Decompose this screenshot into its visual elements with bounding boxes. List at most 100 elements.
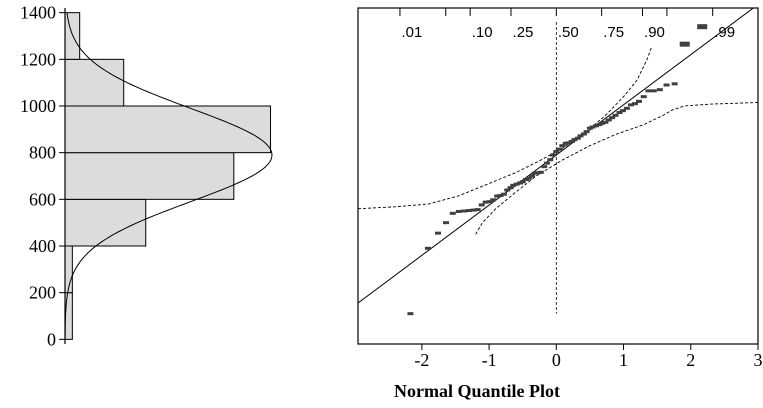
quantile-point — [609, 116, 616, 120]
quantile-point — [549, 153, 556, 157]
quantile-point — [589, 125, 596, 129]
quantile-point — [455, 209, 462, 213]
quantile-point — [465, 209, 472, 213]
quantile-point — [443, 221, 450, 225]
normal-density-curve-group — [64, 12, 273, 340]
histogram-bars — [64, 12, 272, 340]
quantile-point — [490, 198, 497, 202]
histogram-y-axis: 0 200 400 600 800 1000 1200 1400 — [20, 3, 66, 349]
quantile-point — [697, 24, 708, 30]
quantile-point — [574, 136, 581, 140]
probability-axis: .01 .10 .25 .50 .75 .90 .99 — [399, 8, 735, 41]
histogram-bar — [64, 105, 272, 154]
quantile-point — [602, 120, 609, 124]
quantile-point — [525, 176, 532, 180]
quantile-point — [616, 111, 623, 115]
x-tick-label: 0 — [552, 350, 561, 370]
normal-density-curve — [64, 12, 273, 340]
y-tick-label: 1000 — [20, 96, 56, 116]
fit-line — [358, 8, 755, 304]
y-tick-label: 800 — [29, 143, 56, 163]
x-tick-label: 2 — [686, 350, 695, 370]
quantile-point — [612, 113, 619, 117]
quantile-point — [559, 144, 566, 148]
histogram-bar — [64, 152, 235, 200]
quantile-x-axis: -2 -1 0 1 2 3 — [414, 344, 763, 370]
quantile-point — [537, 170, 544, 174]
quantile-point — [631, 102, 638, 106]
y-tick-label: 0 — [47, 329, 56, 349]
x-tick-label: 1 — [619, 350, 628, 370]
quantile-point — [619, 109, 626, 113]
quantile-point — [583, 130, 590, 134]
quantile-point — [636, 99, 643, 103]
histogram-bar — [64, 58, 125, 107]
probability-label: .99 — [714, 24, 735, 41]
quantile-point — [547, 158, 554, 162]
probability-label: .10 — [472, 24, 493, 41]
probability-label: .01 — [402, 24, 423, 41]
quantile-point — [645, 89, 652, 93]
quantile-point — [497, 194, 504, 198]
quantile-point — [577, 134, 584, 138]
quantile-point — [679, 41, 690, 47]
quantile-plot-panel: .01 .10 .25 .50 .75 .90 .99 -2 -1 0 1 2 3 Normal Qu… — [357, 7, 763, 401]
quantile-point — [541, 165, 548, 169]
y-tick-label: 1200 — [20, 49, 56, 69]
quantile-point — [556, 147, 563, 151]
y-tick-label: 600 — [29, 189, 56, 209]
quantile-point — [435, 231, 441, 235]
x-tick-label: -1 — [482, 350, 497, 370]
y-tick-label: 1400 — [20, 3, 56, 23]
quantile-point — [461, 209, 468, 213]
quantile-point — [568, 139, 575, 143]
quantile-point — [650, 89, 657, 93]
histogram-panel: 0 200 400 600 800 1000 1200 1400 — [20, 3, 273, 349]
quantile-point — [627, 103, 634, 107]
quantile-point — [482, 200, 489, 204]
confidence-band-upper — [358, 46, 653, 210]
quantile-point — [623, 106, 630, 110]
quantile-point — [663, 83, 670, 87]
quantile-point — [531, 171, 538, 175]
histogram-bar — [64, 292, 73, 340]
quantile-point — [565, 141, 572, 145]
quantile-point — [474, 208, 481, 212]
probability-label: .25 — [513, 24, 534, 41]
quantile-point — [592, 124, 599, 128]
quantile-point — [553, 150, 560, 153]
quantile-point — [656, 88, 663, 92]
quantile-point — [407, 312, 414, 316]
quantile-point — [424, 246, 431, 250]
quantile-point — [449, 211, 456, 215]
probability-label: .90 — [644, 24, 665, 41]
confidence-band — [358, 46, 758, 235]
quantile-point — [519, 180, 526, 184]
quantile-point — [605, 118, 612, 122]
quantile-point — [513, 182, 520, 186]
quantile-point — [671, 82, 678, 86]
quantile-point — [543, 161, 550, 165]
quantile-points — [407, 24, 708, 316]
y-tick-label: 400 — [29, 236, 56, 256]
quantile-point — [504, 188, 511, 192]
quantile-point — [478, 203, 485, 207]
quantile-point — [529, 174, 536, 178]
quantile-plot-frame — [357, 7, 759, 345]
y-tick-label: 200 — [29, 283, 56, 303]
quantile-point — [640, 95, 647, 99]
quantile-point — [571, 138, 578, 142]
confidence-band-lower — [475, 102, 758, 235]
quantile-point — [507, 186, 514, 190]
probability-label: .50 — [558, 24, 579, 41]
histogram-bar — [64, 12, 81, 60]
quantile-point — [500, 192, 507, 196]
quantile-point — [599, 121, 606, 125]
histogram-bar — [64, 198, 147, 247]
quantile-point — [510, 183, 517, 187]
x-tick-label: 3 — [754, 350, 763, 370]
x-axis-title: Normal Quantile Plot — [394, 381, 560, 401]
x-tick-label: -2 — [414, 350, 429, 370]
probability-label: .75 — [603, 24, 624, 41]
